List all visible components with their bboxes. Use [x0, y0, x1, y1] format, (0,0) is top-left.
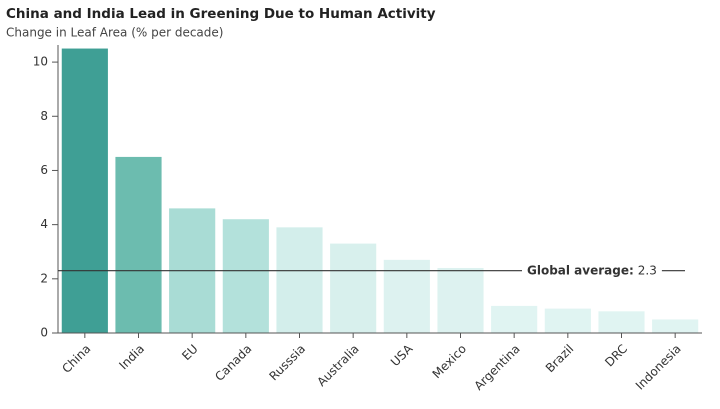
- chart-subtitle: Change in Leaf Area (% per decade): [6, 26, 223, 40]
- x-tick-label: China: [59, 342, 93, 376]
- bar: [222, 219, 269, 333]
- y-tick-label: 10: [33, 55, 48, 69]
- bar: [115, 156, 162, 333]
- x-tick-label: Australia: [314, 342, 361, 389]
- y-tick-label: 4: [40, 217, 48, 231]
- x-tick-label: USA: [388, 341, 416, 369]
- y-tick-label: 0: [40, 326, 48, 340]
- reference-label-name: Global average:: [527, 263, 634, 277]
- x-tick-label: Indonesia: [633, 342, 684, 393]
- chart-title: China and India Lead in Greening Due to …: [6, 6, 436, 22]
- x-tick-label: Russsia: [266, 342, 308, 384]
- x-tick-label: Mexico: [430, 342, 470, 382]
- bar: [598, 311, 645, 333]
- x-tick-label: EU: [179, 342, 200, 363]
- y-tick-label: 2: [40, 271, 48, 285]
- reference-label: Global average: 2.3: [527, 263, 657, 277]
- bar: [652, 319, 699, 333]
- bar: [61, 48, 108, 333]
- reference-label-value: 2.3: [638, 263, 657, 277]
- bar: [491, 305, 538, 333]
- bar: [437, 267, 484, 333]
- x-tick-label: Brazil: [543, 342, 577, 376]
- bar: [330, 243, 377, 333]
- bar: [383, 259, 430, 333]
- bar: [276, 227, 323, 333]
- x-tick-label: India: [116, 342, 147, 373]
- x-tick-label: Argentina: [471, 342, 522, 393]
- y-tick-label: 8: [40, 109, 48, 123]
- x-tick-label: Canada: [212, 342, 254, 384]
- bar: [544, 308, 591, 333]
- y-tick-label: 6: [40, 163, 48, 177]
- x-tick-label: DRC: [602, 342, 630, 370]
